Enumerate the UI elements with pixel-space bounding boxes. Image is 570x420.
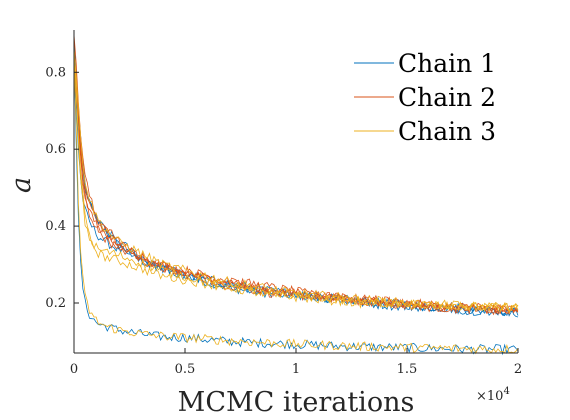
y-tick-label-1: 0.4 <box>45 219 66 234</box>
y-axis-title: a <box>6 177 37 193</box>
legend: Chain 1 Chain 2 Chain 3 <box>354 49 496 146</box>
y-tick-label-3: 0.8 <box>45 65 66 80</box>
x-tick-label-0: 0 <box>70 362 78 377</box>
legend-item-2: Chain 2 <box>354 83 496 112</box>
x-ticks: 0 0.5 1 1.5 2 <box>70 348 522 377</box>
y-tick-label-2: 0.6 <box>45 142 66 157</box>
legend-label-1: Chain 1 <box>398 49 496 78</box>
x-tick-label-3: 1.5 <box>397 362 418 377</box>
x-axis-title: MCMC iterations <box>178 387 415 418</box>
x-tick-label-2: 1 <box>292 362 300 377</box>
legend-label-2: Chain 2 <box>398 83 496 112</box>
legend-label-3: Chain 3 <box>398 117 496 146</box>
y-tick-label-0: 0.2 <box>45 296 66 311</box>
x-exponent-label: ×104 <box>476 386 510 404</box>
legend-item-3: Chain 3 <box>354 117 496 146</box>
x-tick-label-1: 0.5 <box>175 362 196 377</box>
legend-item-1: Chain 1 <box>354 49 496 78</box>
x-tick-label-4: 2 <box>514 362 522 377</box>
